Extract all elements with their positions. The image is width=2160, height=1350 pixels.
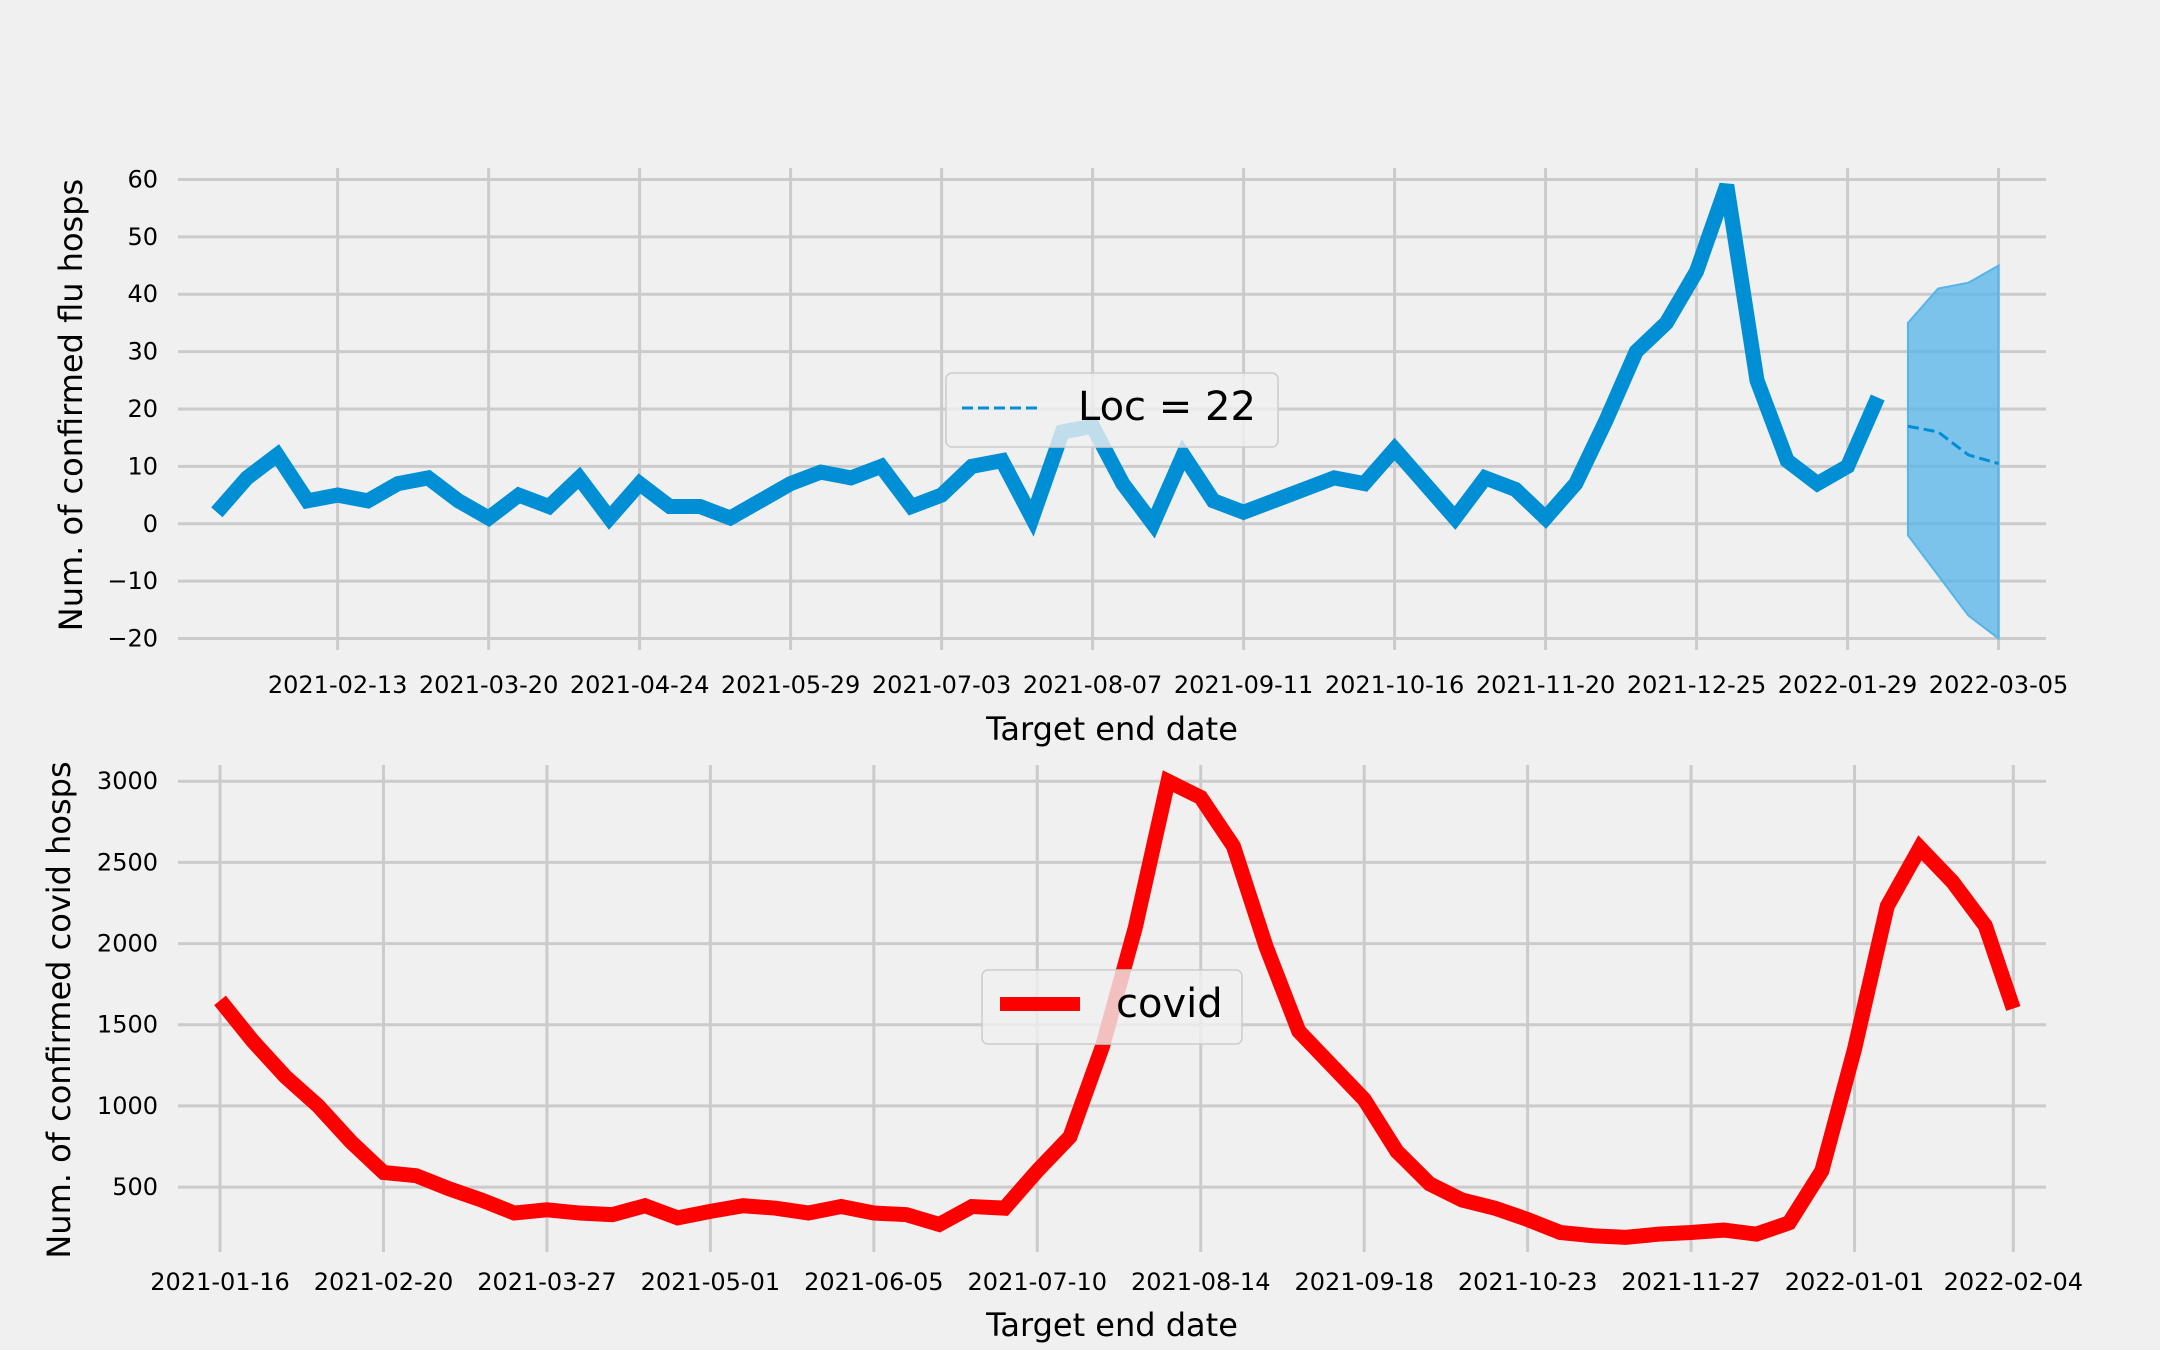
covid-x-tick-label: 2021-06-05 [804,1268,943,1296]
flu-y-axis-label: Num. of confirmed flu hosps [52,179,90,631]
covid-y-tick-label: 500 [112,1173,158,1201]
flu-forecast-line [1907,424,1999,465]
flu-y-tick-label: 20 [127,395,158,423]
flu-y-tick-label: 50 [127,223,158,251]
flu-x-tick-label: 2021-09-11 [1174,671,1313,699]
flu-x-tick-label: 2021-08-07 [1023,671,1162,699]
flu-x-tick-label: 2021-11-20 [1476,671,1615,699]
covid-x-tick-label: 2021-07-10 [968,1268,1107,1296]
covid-x-tick-label: 2021-05-01 [641,1268,780,1296]
flu-x-tick-label: 2022-03-05 [1929,671,2068,699]
covid-x-axis-label: Target end date [985,1306,1238,1344]
covid-y-tick-label: 1500 [97,1011,158,1039]
flu-x-tick-label: 2021-07-03 [872,671,1011,699]
covid-x-tick-label: 2022-01-01 [1785,1268,1924,1296]
covid-x-tick-label: 2021-09-18 [1294,1268,1433,1296]
flu-x-tick-label: 2021-03-20 [419,671,558,699]
covid-y-axis-label: Num. of confirmed covid hosps [40,761,78,1258]
flu-x-tick-label: 2021-12-25 [1627,671,1766,699]
covid-legend: covid [981,969,1243,1045]
flu-x-tick-label: 2021-04-24 [570,671,709,699]
flu-legend: Loc = 22 [945,372,1279,448]
flu-y-tick-label: 60 [127,165,158,193]
covid-x-tick-label: 2021-11-27 [1621,1268,1760,1296]
flu-x-tick-label: 2021-10-16 [1325,671,1464,699]
flu-x-tick-label: 2021-02-13 [268,671,407,699]
covid-x-tick-label: 2021-03-27 [477,1268,616,1296]
covid-y-tick-label: 3000 [97,767,158,795]
flu-chart: −20 −10 0 10 20 30 40 50 60 2021-02-13 2021-03-20… [52,165,2068,748]
covid-x-tick-label: 2021-02-20 [314,1268,453,1296]
flu-uncertainty-band [1906,263,2000,641]
flu-x-axis-label: Target end date [985,710,1238,748]
flu-legend-label: Loc = 22 [1078,384,1256,430]
flu-y-tick-label: 30 [127,338,158,366]
covid-x-tick-label: 2021-10-23 [1458,1268,1597,1296]
flu-y-tick-label: 10 [127,452,158,480]
covid-x-tick-label: 2021-08-14 [1131,1268,1270,1296]
flu-series-line [211,182,1885,539]
covid-y-tick-label: 2500 [97,848,158,876]
covid-y-tick-label: 1000 [97,1092,158,1120]
flu-y-tick-label: −20 [107,625,158,653]
flu-y-tick-label: 40 [127,280,158,308]
covid-chart: 500 1000 1500 2000 2500 3000 2021-01-16 2021-0… [40,761,2083,1344]
covid-legend-label: covid [1116,981,1223,1027]
flu-x-tick-label: 2021-05-29 [721,671,860,699]
covid-y-tick-label: 2000 [97,930,158,958]
covid-x-tick-label: 2021-01-16 [150,1268,289,1296]
flu-x-tick-label: 2022-01-29 [1778,671,1917,699]
flu-y-tick-label: 0 [143,510,158,538]
flu-y-tick-label: −10 [107,567,158,595]
covid-x-tick-label: 2022-02-04 [1944,1268,2083,1296]
